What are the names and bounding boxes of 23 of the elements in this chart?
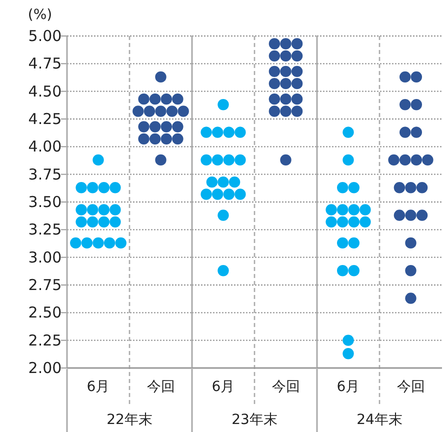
x-axis-title: 24年末 <box>356 412 402 428</box>
y-tick-label: 3.25 <box>28 220 62 239</box>
x-axis-title: 23年末 <box>232 412 278 428</box>
y-tick-label: 4.50 <box>28 82 62 100</box>
y-tick-label: 4.00 <box>28 138 62 156</box>
y-tick-label: 3.75 <box>28 165 62 184</box>
y-tick-label: 2.50 <box>28 304 62 322</box>
y-tick-label: 2.00 <box>28 359 62 377</box>
y-tick-label: 2.75 <box>28 276 62 294</box>
y-tick-label: 5.00 <box>28 27 62 45</box>
y-tick-label: 3.00 <box>28 248 62 266</box>
y-tick-label: 4.75 <box>28 54 62 73</box>
y-tick-label: 3.50 <box>28 193 62 211</box>
y-axis-title: (%) <box>28 7 52 23</box>
x-tick-label: 今回 <box>146 379 175 395</box>
y-tick-label: 4.25 <box>28 110 62 128</box>
x-axis-title: 22年末 <box>106 412 152 428</box>
x-tick-label: 6月 <box>336 379 360 395</box>
x-tick-label: 6月 <box>86 379 110 395</box>
x-tick-label: 6月 <box>212 379 235 395</box>
x-tick-label: 今回 <box>396 379 425 395</box>
x-tick-label: 今回 <box>272 379 300 395</box>
y-tick-label: 2.25 <box>28 331 62 350</box>
